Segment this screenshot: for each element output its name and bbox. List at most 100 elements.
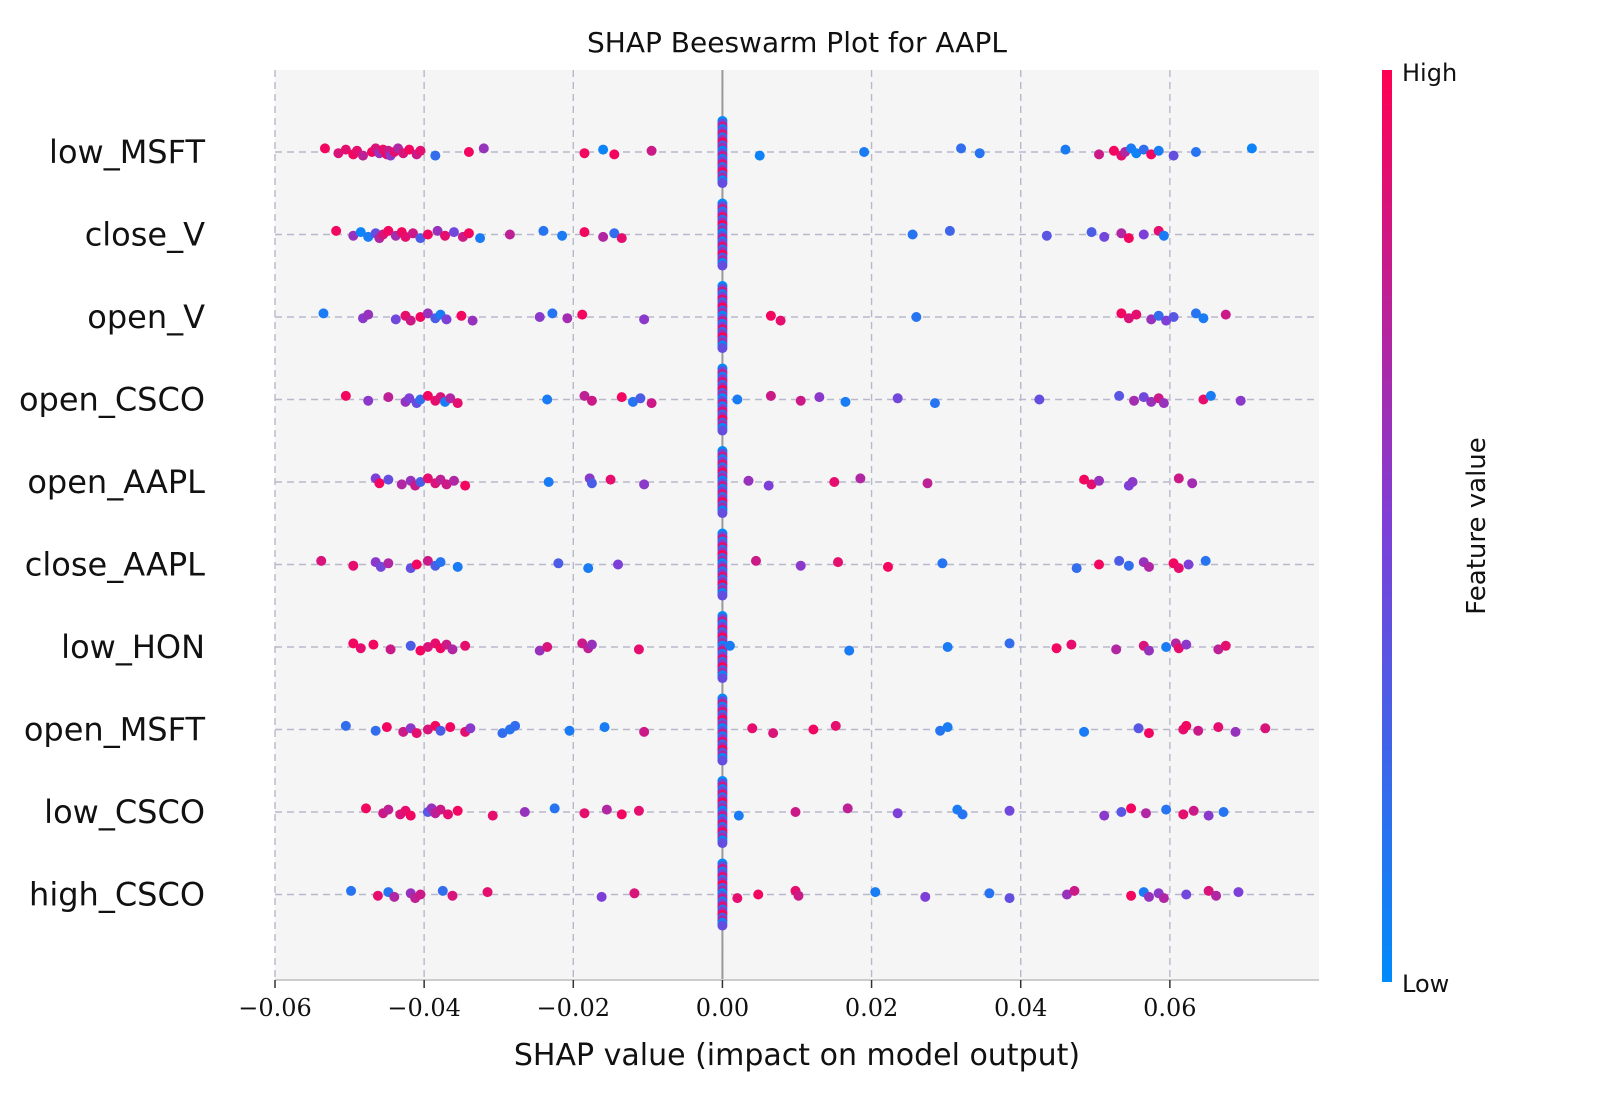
data-point xyxy=(609,228,620,239)
data-point xyxy=(385,644,396,655)
data-point xyxy=(346,885,357,896)
data-point xyxy=(1133,723,1144,734)
data-point xyxy=(363,395,374,406)
data-point xyxy=(616,233,627,244)
data-point xyxy=(445,393,456,404)
data-point xyxy=(381,722,392,733)
data-point xyxy=(447,644,458,655)
data-point xyxy=(405,315,416,326)
data-point xyxy=(398,726,409,737)
data-point xyxy=(422,473,433,484)
data-point xyxy=(467,315,478,326)
data-point xyxy=(348,638,359,649)
data-point xyxy=(389,891,400,902)
data-point xyxy=(452,561,463,572)
data-point xyxy=(717,590,728,601)
data-point xyxy=(646,398,657,409)
data-point xyxy=(790,807,801,817)
data-point xyxy=(627,396,638,407)
data-point xyxy=(557,230,568,241)
data-point xyxy=(795,395,806,406)
x-axis-ticks: −0.06 −0.04 −0.02 0.00 0.02 0.04 0.06 xyxy=(238,980,1197,1022)
data-point xyxy=(1004,805,1015,816)
feature-label: low_CSCO xyxy=(44,793,205,831)
data-point xyxy=(1123,560,1134,571)
data-point xyxy=(1140,808,1151,819)
data-point xyxy=(415,312,426,322)
data-point xyxy=(1069,885,1080,896)
data-point xyxy=(937,558,948,569)
data-point xyxy=(463,147,474,157)
data-point xyxy=(830,720,841,731)
feature-label: open_V xyxy=(87,298,205,336)
data-point xyxy=(504,229,515,240)
data-point xyxy=(1114,555,1125,566)
feature-label: low_MSFT xyxy=(49,133,205,171)
data-point xyxy=(717,343,728,354)
data-point xyxy=(1218,807,1229,817)
data-point xyxy=(717,425,728,436)
feature-label: close_AAPL xyxy=(25,546,205,584)
data-point xyxy=(452,398,463,409)
feature-label: low_HON xyxy=(61,628,205,666)
data-point xyxy=(348,560,359,571)
data-point xyxy=(363,231,374,242)
data-point xyxy=(935,725,946,736)
data-point xyxy=(510,720,521,731)
data-point xyxy=(1143,645,1154,656)
data-point xyxy=(601,804,612,815)
data-point xyxy=(549,803,560,814)
data-point xyxy=(372,890,383,901)
data-point xyxy=(1161,315,1172,326)
data-point xyxy=(646,145,657,156)
data-point xyxy=(732,893,743,904)
data-point xyxy=(1230,726,1241,737)
data-point xyxy=(775,315,786,326)
data-point xyxy=(1173,643,1184,654)
data-point xyxy=(724,640,735,651)
data-point xyxy=(984,888,995,899)
data-point xyxy=(577,309,588,320)
data-point xyxy=(1211,890,1222,901)
data-point xyxy=(717,260,728,271)
data-point xyxy=(390,314,401,325)
data-point xyxy=(733,810,744,821)
data-point xyxy=(1161,804,1172,815)
data-point xyxy=(717,920,728,931)
data-point xyxy=(579,227,590,238)
data-point xyxy=(360,803,371,814)
data-point xyxy=(1114,390,1125,401)
data-point xyxy=(717,178,728,189)
data-point xyxy=(1094,149,1105,160)
data-point xyxy=(333,148,344,159)
data-point xyxy=(422,308,433,319)
data-point xyxy=(629,888,640,899)
data-point xyxy=(1086,227,1097,238)
data-point xyxy=(1158,230,1169,241)
data-point xyxy=(487,810,498,821)
data-point xyxy=(422,390,433,401)
data-point xyxy=(882,561,893,572)
data-point xyxy=(583,563,594,574)
data-point xyxy=(956,143,967,154)
data-point xyxy=(586,395,597,406)
data-point xyxy=(1178,809,1189,820)
data-point xyxy=(348,230,359,241)
data-point xyxy=(422,229,433,240)
data-point xyxy=(1066,639,1077,650)
colorbar-low-label: Low xyxy=(1402,970,1449,998)
data-point xyxy=(1127,477,1138,487)
data-point xyxy=(1004,893,1015,904)
data-point xyxy=(415,477,426,487)
data-point xyxy=(1060,144,1071,155)
data-point xyxy=(375,561,386,572)
data-point xyxy=(1187,478,1198,489)
data-point xyxy=(340,144,351,155)
data-point xyxy=(497,728,508,739)
data-point xyxy=(1116,308,1127,319)
data-point xyxy=(357,150,368,161)
feature-label: close_V xyxy=(85,216,205,254)
x-tick-label: 0.06 xyxy=(1143,994,1196,1022)
data-point xyxy=(1126,803,1137,814)
data-point xyxy=(404,393,415,404)
